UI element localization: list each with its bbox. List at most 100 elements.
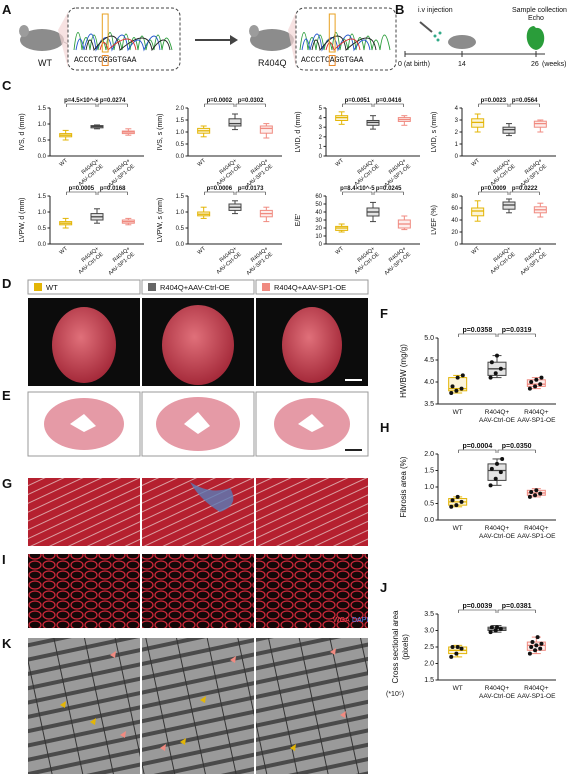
x-tick-label: AAV-SP1-OE [517, 693, 556, 700]
virus-dot [433, 34, 437, 38]
data-point [488, 375, 493, 380]
data-point [498, 470, 503, 475]
data-point [495, 625, 499, 630]
y-tick-label: 2.0 [424, 661, 434, 668]
y-tick-label: 60 [451, 206, 458, 212]
mutation-highlight [101, 13, 109, 53]
trace [311, 35, 377, 52]
x-tick-label: WT [59, 246, 70, 257]
chromatogram-frame [295, 7, 397, 71]
y-tick-label: 0 [455, 242, 459, 248]
y-tick-label: 1.5 [176, 118, 185, 124]
data-point [460, 373, 465, 378]
x-tick-label: R404Q+ [485, 525, 510, 532]
box-chart: 0.0 0.5 1.0 1.5 2.0 Fibrosis area (%) WT R404Q+… [399, 443, 556, 540]
y-tick-label: 1 [319, 144, 323, 150]
y-tick-label: 0.0 [38, 242, 47, 248]
significance-bracket [458, 449, 497, 453]
y-axis-title: (pixels) [401, 634, 410, 660]
mouse-icon [20, 29, 64, 51]
timepoint: 26 [531, 61, 539, 68]
y-tick-label: 5.0 [424, 335, 434, 342]
heart-icon [526, 26, 545, 50]
y-tick-label: 20 [315, 226, 322, 232]
y-tick-label: 0.0 [424, 517, 434, 524]
data-point [539, 375, 544, 380]
zoom-cone [288, 12, 296, 68]
stain-label: WGA [333, 617, 350, 624]
y-tick-label: 2 [455, 130, 459, 136]
y-tick-label: 0.0 [38, 154, 47, 160]
y-tick-label: 1.0 [424, 484, 434, 491]
wga-photo [28, 554, 140, 628]
y-tick-label: 4 [319, 116, 323, 122]
mouse-ear [19, 25, 29, 37]
significance-bracket [373, 103, 404, 107]
mutation-highlight [328, 13, 336, 53]
x-tick-label: WT [453, 525, 463, 532]
x-tick-label: WT [335, 246, 346, 257]
y-tick-label: 20 [451, 230, 458, 236]
significance-bracket [497, 609, 536, 613]
x-tick-label: WT [453, 409, 463, 416]
box [259, 125, 273, 134]
data-point [534, 488, 539, 493]
panel-label: K [2, 636, 12, 651]
y-tick-label: 80 [451, 194, 458, 200]
syringe [419, 21, 433, 33]
y-tick-label: 1.5 [176, 194, 185, 200]
data-point [495, 353, 499, 358]
x-tick-label: R404Q+ [524, 685, 549, 692]
p-value: p=0.0009 [481, 186, 507, 192]
trace [325, 38, 361, 51]
y-axis-title: LVID, s (mm) [431, 112, 438, 153]
y-axis-title: E/E' [295, 214, 302, 227]
mutation-highlight [328, 55, 336, 66]
panel-i: WGA DAPI [28, 554, 368, 628]
y-tick-label: 10 [315, 234, 322, 240]
p-value: p=0.0023 [481, 98, 507, 104]
data-point [455, 375, 460, 380]
y-tick-label: 2.0 [176, 106, 185, 112]
p-value: p=0.0051 [345, 98, 371, 104]
em-photo [142, 638, 254, 774]
significance-bracket [66, 191, 97, 195]
p-value: p=0.0002 [207, 98, 233, 104]
p-value: p=0.0274 [100, 98, 126, 104]
data-point [455, 645, 460, 649]
injection-label: i.v injection [418, 7, 453, 14]
data-point [529, 645, 534, 649]
data-point [493, 371, 498, 376]
p-value: p=0.0004 [462, 443, 492, 450]
x-tick-label: R404Q+ [485, 685, 510, 692]
x-tick-label: R404Q+ [524, 409, 549, 416]
x-tick-label: AAV-Ctrl-OE [479, 417, 516, 424]
box [471, 207, 485, 217]
y-tick-label: 50 [315, 202, 322, 208]
legend-label: R404Q+AAV-SP1-OE [274, 283, 346, 292]
significance-bracket [97, 103, 128, 107]
em-photo [28, 638, 140, 774]
data-point [454, 503, 459, 508]
data-point [449, 391, 454, 395]
sequence: ACCCTCAGGTGAA [301, 56, 364, 65]
significance-bracket [497, 449, 536, 453]
y-axis-title: LVPW, s (mm) [157, 198, 164, 243]
significance-bracket [373, 191, 404, 195]
significance-bracket [342, 103, 373, 107]
arrow-head [230, 35, 238, 45]
x-tick-label: AAV-Ctrl-OE [479, 693, 516, 700]
y-tick-label: 1.5 [424, 468, 434, 475]
p-value: p=0.0381 [502, 603, 532, 610]
data-point [535, 635, 540, 640]
virus-dot [438, 31, 442, 35]
genotype-label: WT [38, 58, 52, 68]
legend-frame [255, 279, 369, 295]
x-tick-label: WT [197, 246, 208, 257]
x-tick-label: R404Q+ [524, 525, 549, 532]
y-tick-label: 2.0 [424, 451, 434, 458]
timepoint: 14 [458, 61, 466, 68]
significance-bracket [458, 609, 497, 613]
